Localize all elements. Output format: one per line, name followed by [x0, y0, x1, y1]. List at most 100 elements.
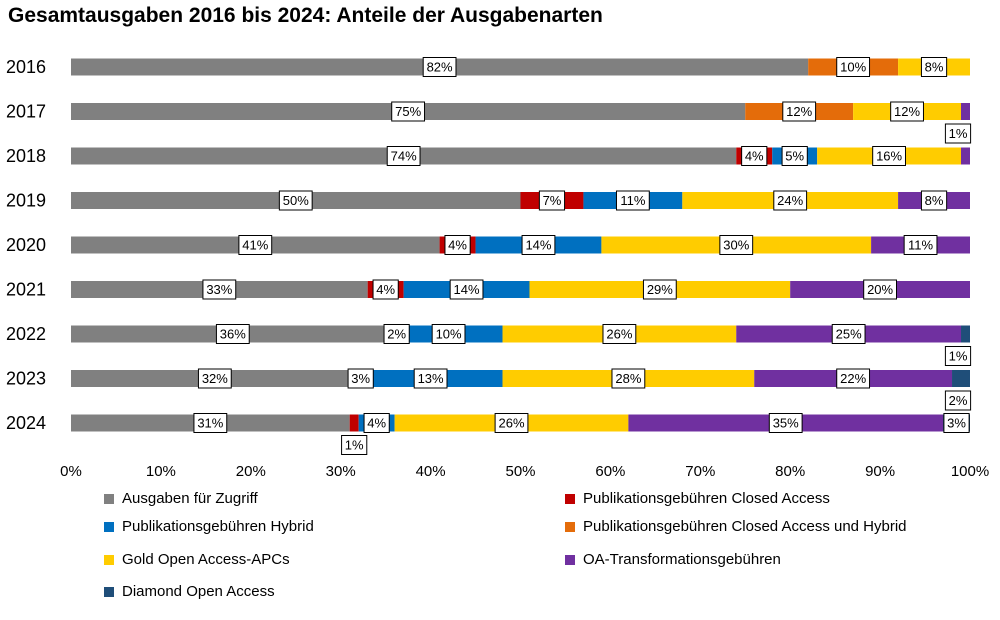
x-tick-label: 90%: [865, 463, 895, 480]
svg-text:13%: 13%: [418, 371, 444, 386]
data-label: 41%: [238, 235, 273, 255]
svg-text:74%: 74%: [391, 149, 417, 164]
x-axis: 0% 10% 20% 30% 40% 50% 60% 70% 80% 90% 100%: [60, 463, 989, 480]
legend-swatch: [565, 521, 575, 532]
data-label: 30%: [719, 235, 754, 255]
data-label: 4%: [363, 413, 390, 433]
legend-item: Ausgaben für Zugriff: [104, 490, 258, 507]
data-label: 12%: [782, 101, 817, 122]
legend-swatch: [104, 586, 114, 597]
data-label: 16%: [872, 146, 906, 166]
svg-text:8%: 8%: [925, 193, 944, 208]
svg-text:30%: 30%: [723, 238, 749, 253]
data-label: 3%: [347, 368, 374, 389]
y-category-label: 2022: [6, 324, 46, 344]
x-tick-label: 80%: [775, 463, 805, 480]
y-category-label: 2021: [6, 280, 46, 300]
legend-swatch: [104, 521, 114, 532]
bar-segment: [961, 147, 970, 165]
data-label: 14%: [449, 279, 484, 300]
x-tick-label: 30%: [326, 463, 356, 480]
data-label: 26%: [494, 413, 529, 433]
legend-swatch: [565, 493, 575, 504]
data-label: 75%: [391, 101, 426, 122]
svg-text:32%: 32%: [202, 371, 228, 386]
svg-text:4%: 4%: [367, 416, 386, 431]
svg-text:82%: 82%: [427, 60, 453, 75]
svg-text:11%: 11%: [620, 193, 645, 208]
legend-label: Publikationsgebühren Closed Access: [583, 490, 830, 507]
x-tick-label: 10%: [146, 463, 176, 480]
bar-segment: [349, 414, 359, 432]
svg-text:7%: 7%: [543, 193, 562, 208]
data-label: 28%: [611, 368, 646, 389]
data-label: 3%: [943, 413, 970, 433]
data-label: 1%: [341, 435, 368, 455]
svg-text:33%: 33%: [206, 282, 232, 297]
svg-text:4%: 4%: [745, 149, 764, 164]
y-category-label: 2019: [6, 191, 46, 211]
data-label: 32%: [197, 368, 232, 389]
data-label: 10%: [431, 324, 466, 344]
y-category-label: 2020: [6, 235, 46, 255]
data-label: 8%: [920, 190, 948, 211]
svg-text:20%: 20%: [867, 282, 893, 297]
data-label: 5%: [781, 146, 808, 166]
y-axis-categories: 2016 2017 2018 2019 2020 2021 2022 2023 2024: [6, 57, 46, 433]
svg-text:4%: 4%: [376, 282, 395, 297]
x-tick-label: 100%: [951, 463, 989, 480]
x-tick-label: 70%: [685, 463, 715, 480]
data-label: 8%: [920, 57, 948, 77]
svg-text:1%: 1%: [949, 126, 968, 141]
legend-item: Diamond Open Access: [104, 583, 275, 600]
data-label: 36%: [215, 324, 250, 344]
chart-title: Gesamtausgaben 2016 bis 2024: Anteile de…: [8, 4, 603, 27]
data-label: 74%: [386, 146, 421, 166]
y-category-label: 2024: [6, 413, 46, 433]
svg-text:10%: 10%: [840, 60, 866, 75]
data-label: 14%: [521, 235, 556, 255]
y-category-label: 2017: [6, 102, 46, 122]
data-label: 29%: [642, 279, 677, 300]
data-label: 24%: [773, 190, 808, 211]
svg-text:24%: 24%: [777, 193, 803, 208]
legend-label: Diamond Open Access: [122, 583, 275, 600]
svg-text:12%: 12%: [894, 104, 920, 119]
y-category-label: 2018: [6, 146, 46, 166]
data-label: 2%: [944, 390, 972, 411]
svg-text:10%: 10%: [436, 327, 462, 342]
svg-text:4%: 4%: [448, 238, 467, 253]
legend-item: OA-Transformationsgebühren: [565, 551, 781, 568]
data-label: 82%: [422, 57, 457, 77]
data-label: 33%: [202, 279, 237, 300]
legend-item: Publikationsgebühren Closed Access: [565, 490, 830, 507]
svg-text:3%: 3%: [947, 416, 966, 431]
legend-label: Publikationsgebühren Hybrid: [122, 518, 314, 535]
svg-text:35%: 35%: [773, 416, 799, 431]
svg-text:28%: 28%: [615, 371, 641, 386]
legend-label: Publikationsgebühren Closed Access und H…: [583, 518, 907, 535]
svg-text:11%: 11%: [908, 238, 933, 253]
data-label: 4%: [444, 235, 471, 255]
svg-text:26%: 26%: [498, 416, 524, 431]
data-label: 13%: [413, 368, 448, 389]
svg-text:2%: 2%: [949, 393, 968, 408]
svg-text:16%: 16%: [876, 149, 902, 164]
data-label: 12%: [890, 101, 924, 122]
svg-text:8%: 8%: [925, 60, 944, 75]
svg-text:50%: 50%: [283, 193, 309, 208]
data-label: 35%: [768, 413, 803, 433]
data-label: 11%: [903, 235, 938, 255]
data-label: 4%: [741, 146, 768, 166]
data-label: 1%: [944, 346, 972, 366]
data-label: 1%: [944, 123, 972, 144]
svg-text:25%: 25%: [836, 327, 862, 342]
svg-text:14%: 14%: [525, 238, 551, 253]
data-label: 50%: [278, 190, 313, 211]
y-category-label: 2023: [6, 369, 46, 389]
svg-text:31%: 31%: [197, 416, 223, 431]
x-tick-label: 50%: [505, 463, 535, 480]
legend-label: OA-Transformationsgebühren: [583, 551, 781, 568]
svg-text:5%: 5%: [785, 149, 804, 164]
